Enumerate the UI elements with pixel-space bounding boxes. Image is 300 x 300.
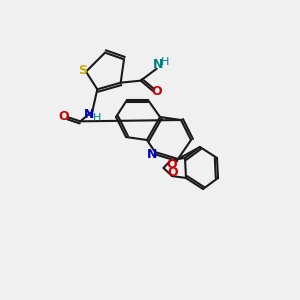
Text: H: H xyxy=(93,113,101,123)
Text: N: N xyxy=(152,58,163,71)
Text: S: S xyxy=(79,64,88,77)
Text: H: H xyxy=(160,57,169,67)
Text: O: O xyxy=(58,110,69,123)
Text: O: O xyxy=(152,85,162,98)
Text: N: N xyxy=(84,108,94,121)
Text: N: N xyxy=(147,148,157,160)
Text: O: O xyxy=(167,158,177,170)
Text: O: O xyxy=(168,166,178,178)
